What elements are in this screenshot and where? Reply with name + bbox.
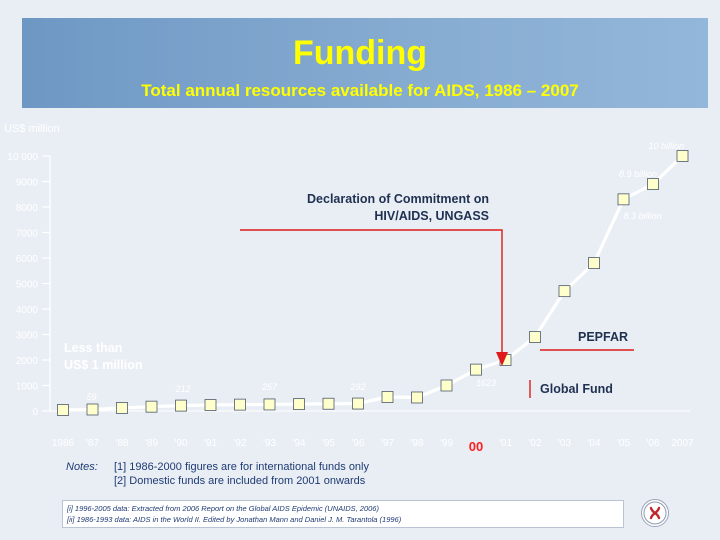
data-label: 8.9 billion xyxy=(619,169,657,179)
data-point xyxy=(263,398,276,411)
y-tick-label: 1000 xyxy=(16,382,39,393)
x-tick-label: '06 xyxy=(646,438,659,449)
annotation-less-than-line: US$ 1 million xyxy=(64,358,143,372)
annotation-declaration-line: HIV/AIDS, UNGASS xyxy=(374,209,489,223)
data-label: 257 xyxy=(261,382,278,392)
data-point xyxy=(352,397,364,410)
x-tick-label: 2007 xyxy=(671,438,694,449)
notes-block: Notes: [1] 1986-2000 figures are for inte… xyxy=(66,460,369,488)
data-point xyxy=(411,391,423,404)
y-tick-label: 4000 xyxy=(16,305,39,316)
data-point xyxy=(322,397,335,410)
y-tick-label: 2000 xyxy=(16,356,39,367)
y-tick-label: 3000 xyxy=(16,331,39,342)
note-line-1: [1] 1986-2000 figures are for internatio… xyxy=(114,461,369,473)
x-tick-label: '93 xyxy=(263,438,276,449)
data-point xyxy=(617,193,630,206)
x-tick-label: 1986 xyxy=(52,438,75,449)
data-point xyxy=(558,285,571,298)
note-line-2: [2] Domestic funds are included from 200… xyxy=(114,475,366,487)
slide-title: Funding xyxy=(292,34,428,72)
data-label: 292 xyxy=(349,382,365,392)
y-tick-label: 0 xyxy=(32,407,38,418)
data-label: 212 xyxy=(174,384,190,394)
x-tick-label: '89 xyxy=(145,438,158,449)
y-tick-label: 9000 xyxy=(16,178,39,189)
data-label: 10 billion xyxy=(649,141,685,151)
x-tick-label: '94 xyxy=(292,438,305,449)
x-tick-label: '92 xyxy=(233,438,246,449)
annotation-less-than-line: Less than xyxy=(64,341,122,355)
y-tick-label: 8000 xyxy=(16,203,39,214)
data-point xyxy=(381,391,394,403)
annotation-global-fund: Global Fund xyxy=(540,382,613,396)
x-tick-label: '98 xyxy=(410,438,423,449)
x-tick-label: '87 xyxy=(86,438,99,449)
annotation-declaration: Declaration of Commitment on HIV/AIDS, UN… xyxy=(307,192,489,223)
annotation-less-than: Less than US$ 1 million xyxy=(64,341,143,372)
annotation-arrow-line xyxy=(240,229,503,352)
annotation-arrowhead xyxy=(496,352,508,366)
data-point xyxy=(175,399,187,412)
data-label: 59 xyxy=(86,392,96,402)
y-tick-label: 7000 xyxy=(16,229,39,240)
x-tick-label: '01 xyxy=(499,438,512,449)
data-point xyxy=(234,398,246,411)
data-label: 1623 xyxy=(476,378,496,388)
data-point xyxy=(647,178,659,190)
reference-2: [ii] 1986-1993 data: AIDS in the World I… xyxy=(67,515,402,524)
data-point xyxy=(293,398,305,411)
x-tick-label: '03 xyxy=(558,438,571,449)
data-point xyxy=(116,402,128,414)
annotation-pepfar: PEPFAR xyxy=(578,330,628,344)
data-point xyxy=(145,400,158,413)
x-tick-label: '90 xyxy=(174,438,187,449)
references-box: [i] 1996-2005 data: Extracted from 2006 … xyxy=(62,500,624,528)
y-axis-unit-label: US$ million xyxy=(4,123,60,135)
y-tick-label: 5000 xyxy=(16,280,39,291)
reference-1: [i] 1996-2005 data: Extracted from 2006 … xyxy=(67,504,379,513)
data-point xyxy=(588,257,600,270)
x-tick-label: '91 xyxy=(204,438,217,449)
notes-label: Notes: xyxy=(66,461,98,473)
x-tick-label: '99 xyxy=(440,438,453,449)
data-point xyxy=(470,363,482,376)
y-tick-label: 10 000 xyxy=(7,152,38,163)
x-tick-label: '02 xyxy=(528,438,541,449)
x-tick-label: '88 xyxy=(115,438,128,449)
data-point xyxy=(676,150,689,162)
title-band xyxy=(22,18,708,108)
x-tick-label: '05 xyxy=(617,438,630,449)
data-point xyxy=(529,331,541,343)
x-tick-label: '96 xyxy=(351,438,364,449)
data-point xyxy=(204,399,217,411)
x-tick-label: 00 xyxy=(469,439,483,454)
x-tick-label: '04 xyxy=(587,438,600,449)
organization-logo-icon xyxy=(641,499,669,527)
data-label: 8.3 billion xyxy=(624,211,662,221)
annotation-declaration-line: Declaration of Commitment on xyxy=(307,192,489,206)
x-tick-label: '95 xyxy=(322,438,335,449)
data-point xyxy=(440,379,453,392)
y-tick-label: 6000 xyxy=(16,254,39,265)
x-tick-label: '97 xyxy=(381,438,394,449)
slide-subtitle: Total annual resources available for AID… xyxy=(141,81,579,100)
data-point xyxy=(57,404,69,416)
series-line xyxy=(62,154,684,412)
data-point xyxy=(86,403,99,416)
